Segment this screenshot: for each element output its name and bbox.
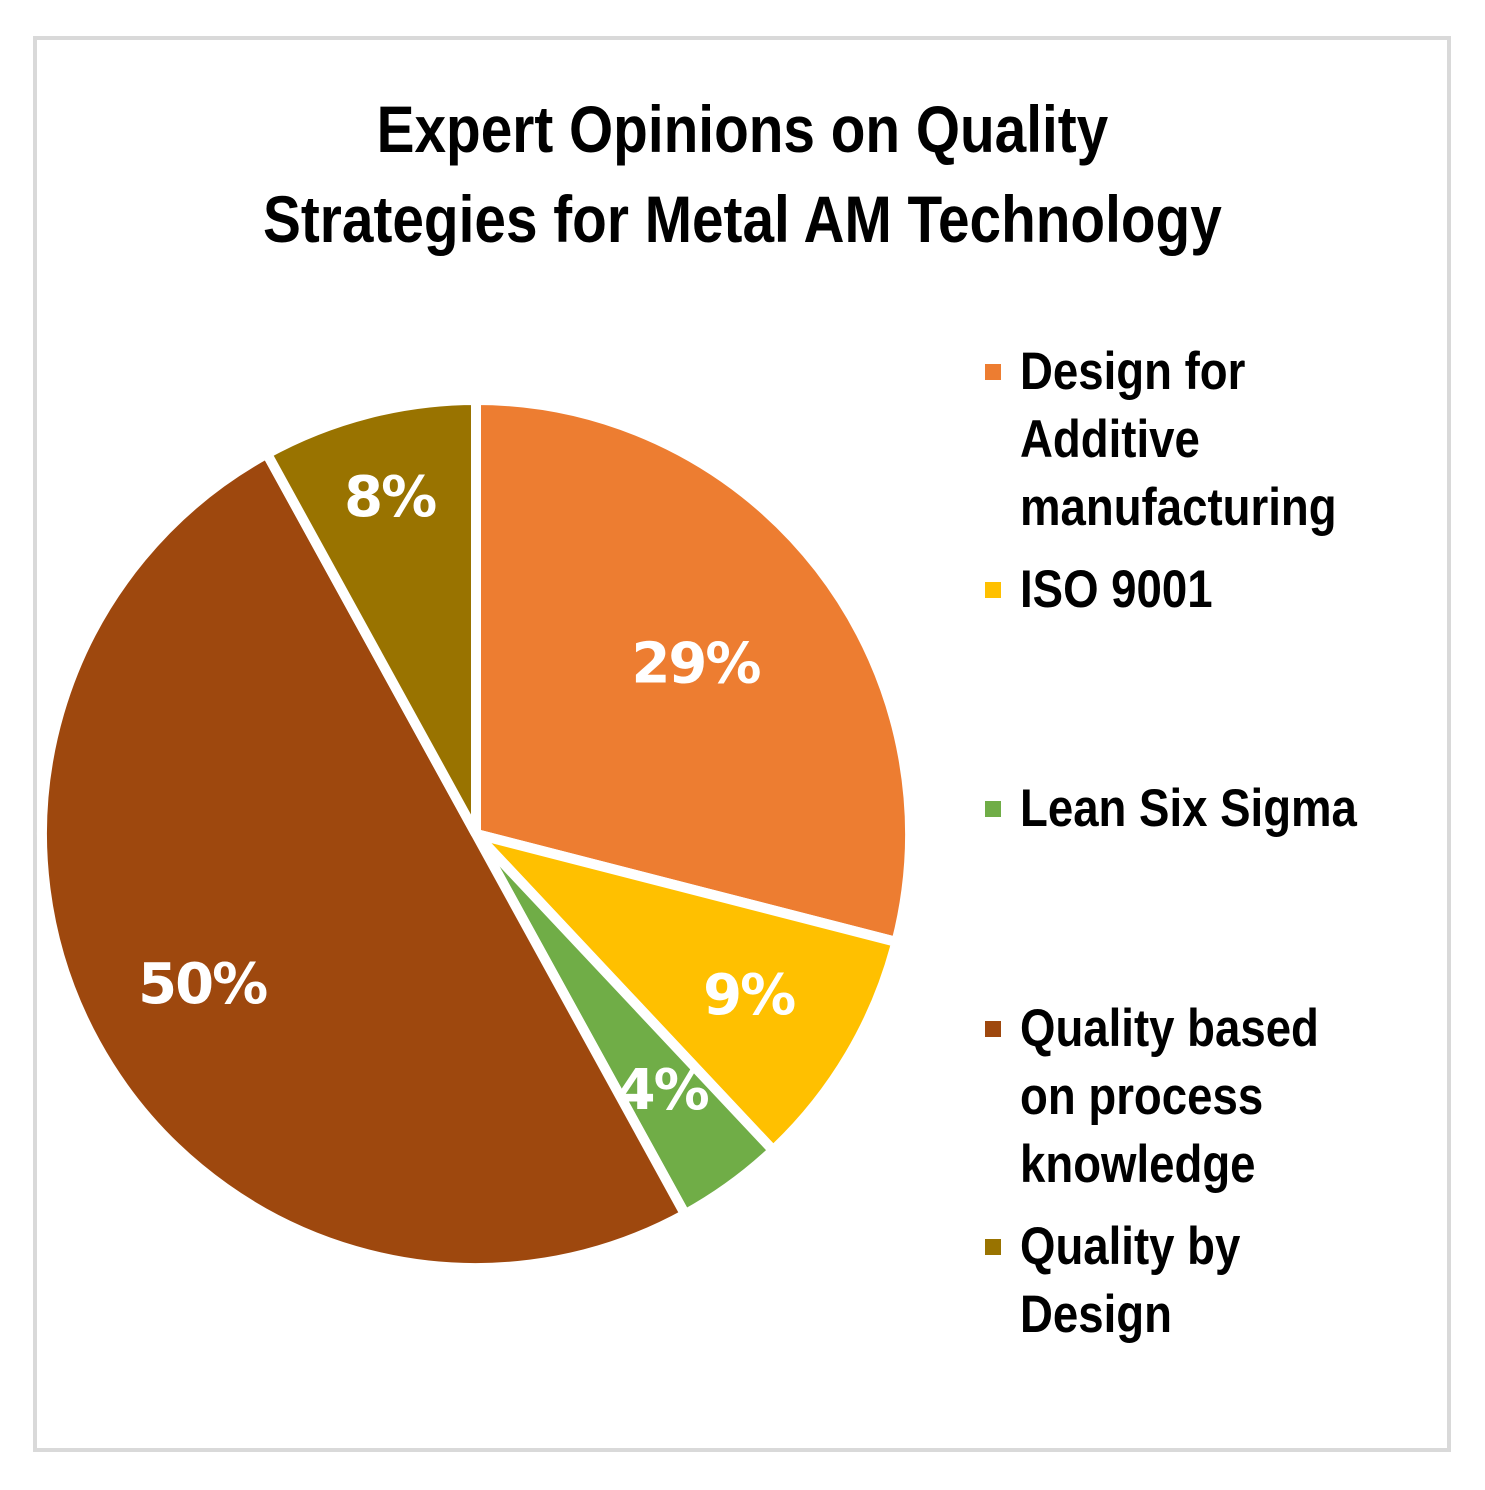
legend-swatch bbox=[985, 1239, 1001, 1255]
chart-title: Expert Opinions on Quality Strategies fo… bbox=[104, 84, 1381, 264]
legend-label: Quality based on process knowledge bbox=[1020, 999, 1319, 1194]
legend-swatch bbox=[985, 801, 1001, 817]
pie-slice-quality-based-on-process-knowledge bbox=[37, 446, 692, 1273]
legend-swatch bbox=[985, 364, 1001, 380]
legend-label: Design for Additive manufacturing bbox=[1020, 342, 1337, 537]
chart-title-line-2: Strategies for Metal AM Technology bbox=[263, 182, 1222, 256]
legend-label: ISO 9001 bbox=[1020, 560, 1213, 619]
data-label-iso-9001: 9% bbox=[703, 963, 795, 1028]
legend-label: Lean Six Sigma bbox=[1020, 779, 1357, 838]
pie-slice-design-for-additive-manufacturing bbox=[471, 394, 915, 949]
legend-swatch bbox=[985, 1021, 1001, 1037]
legend: Design for Additive manufacturing ISO 90… bbox=[985, 0, 1465, 1490]
chart-title-line-1: Expert Opinions on Quality bbox=[376, 92, 1109, 166]
data-label-lean-six-sigma: 4% bbox=[617, 1058, 709, 1123]
data-label-design-for-additive-manufacturing: 29% bbox=[631, 631, 760, 696]
legend-swatch bbox=[985, 582, 1001, 598]
pie-slice-iso-9001 bbox=[460, 824, 903, 1158]
data-label-quality-by-design: 8% bbox=[344, 465, 436, 530]
pie-data-labels: 29% 9% 4% 50% 8% bbox=[138, 465, 797, 1123]
legend-label: Quality by Design bbox=[1020, 1217, 1241, 1344]
pie-slice-quality-by-design bbox=[260, 394, 481, 837]
pie-slices bbox=[37, 394, 915, 1273]
data-label-quality-based-on-process-knowledge: 50% bbox=[138, 952, 267, 1017]
